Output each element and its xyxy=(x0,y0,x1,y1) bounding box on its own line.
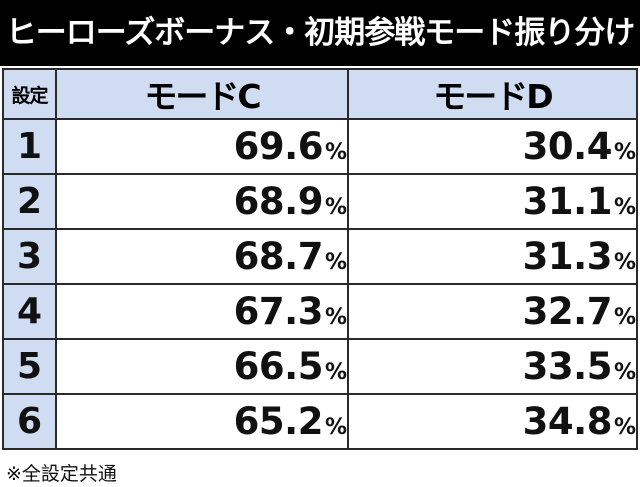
percent-sign: % xyxy=(324,195,347,220)
mode-c-value: 68.7 xyxy=(233,235,324,278)
mode-distribution-table: 設定 モードC モードD 1 69.6% 30.4% 2 68.9% 31.1%… xyxy=(2,68,638,450)
percent-sign: % xyxy=(324,250,347,275)
setting-cell: 2 xyxy=(2,173,57,230)
mode-d-value: 31.1 xyxy=(522,180,613,223)
table-row: 4 67.3% 32.7% xyxy=(2,283,638,340)
mode-d-value: 31.3 xyxy=(522,235,613,278)
mode-c-value-cell: 68.9% xyxy=(55,173,349,230)
mode-d-value-cell: 31.3% xyxy=(347,228,638,285)
table-row: 3 68.7% 31.3% xyxy=(2,228,638,285)
mode-d-value-cell: 30.4% xyxy=(347,118,638,175)
mode-c-value-cell: 69.6% xyxy=(55,118,349,175)
mode-c-value-cell: 65.2% xyxy=(55,393,349,450)
header-mode-d: モードD xyxy=(347,68,638,120)
table-row: 2 68.9% 31.1% xyxy=(2,173,638,230)
percent-sign: % xyxy=(324,360,347,385)
table-row: 1 69.6% 30.4% xyxy=(2,118,638,175)
mode-c-value-cell: 67.3% xyxy=(55,283,349,340)
setting-cell: 6 xyxy=(2,393,57,450)
mode-d-value: 30.4 xyxy=(522,125,613,168)
mode-d-value-cell: 31.1% xyxy=(347,173,638,230)
mode-c-value-cell: 66.5% xyxy=(55,338,349,395)
table-header-row: 設定 モードC モードD xyxy=(2,68,638,120)
percent-sign: % xyxy=(613,250,636,275)
mode-c-value: 65.2 xyxy=(233,400,324,443)
setting-cell: 3 xyxy=(2,228,57,285)
percent-sign: % xyxy=(324,415,347,440)
mode-d-value: 34.8 xyxy=(522,400,613,443)
setting-cell: 5 xyxy=(2,338,57,395)
footnote: ※全設定共通 xyxy=(6,463,117,485)
percent-sign: % xyxy=(613,140,636,165)
mode-c-value-cell: 68.7% xyxy=(55,228,349,285)
mode-d-value: 33.5 xyxy=(522,345,613,388)
mode-c-value: 66.5 xyxy=(233,345,324,388)
mode-c-value: 67.3 xyxy=(233,290,324,333)
setting-cell: 1 xyxy=(2,118,57,175)
percent-sign: % xyxy=(613,305,636,330)
setting-cell: 4 xyxy=(2,283,57,340)
mode-d-value: 32.7 xyxy=(522,290,613,333)
mode-c-value: 68.9 xyxy=(233,180,324,223)
percent-sign: % xyxy=(324,140,347,165)
mode-d-value-cell: 33.5% xyxy=(347,338,638,395)
page-title: ヒーローズボーナス・初期参戦モード振り分け xyxy=(0,0,640,66)
percent-sign: % xyxy=(324,305,347,330)
mode-d-value-cell: 34.8% xyxy=(347,393,638,450)
mode-d-value-cell: 32.7% xyxy=(347,283,638,340)
header-setting: 設定 xyxy=(2,68,57,120)
percent-sign: % xyxy=(613,360,636,385)
header-mode-c: モードC xyxy=(55,68,349,120)
mode-c-value: 69.6 xyxy=(233,125,324,168)
table-row: 5 66.5% 33.5% xyxy=(2,338,638,395)
percent-sign: % xyxy=(613,415,636,440)
table-row: 6 65.2% 34.8% xyxy=(2,393,638,450)
percent-sign: % xyxy=(613,195,636,220)
